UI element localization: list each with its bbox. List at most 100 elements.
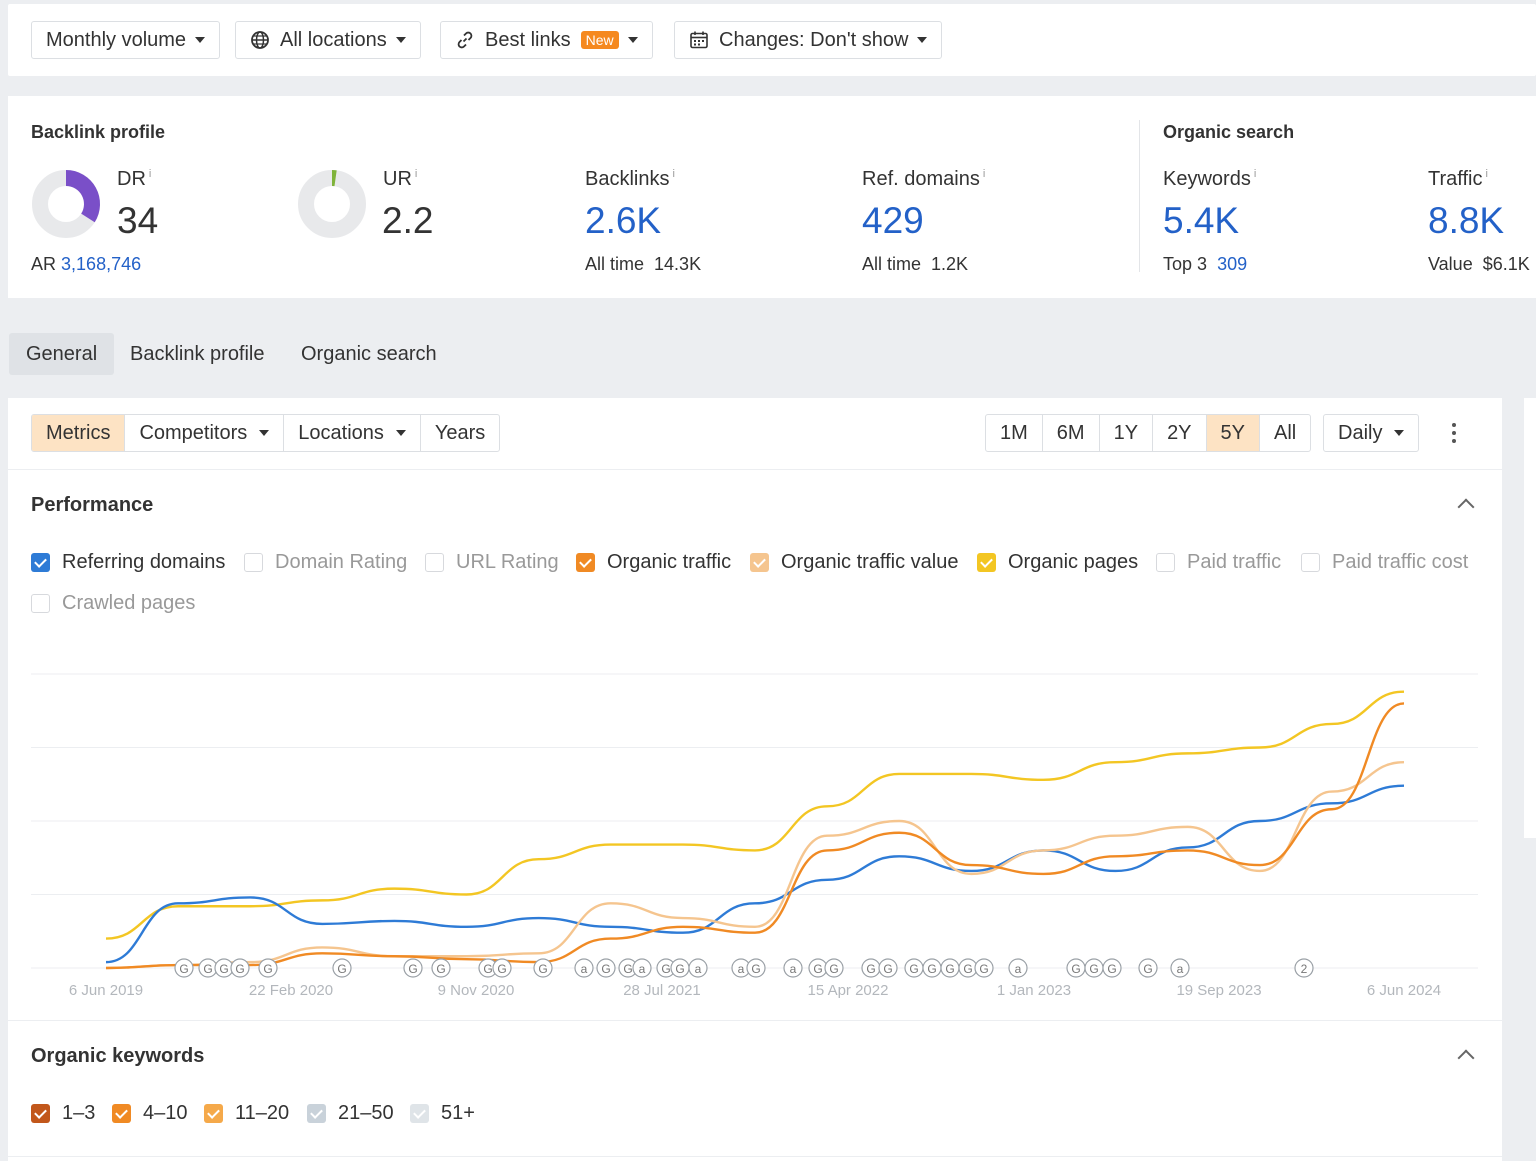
annotation-marker[interactable]: G: [258, 958, 278, 978]
volume-dropdown[interactable]: Monthly volume: [31, 21, 221, 59]
metric-crawled-pages[interactable]: Crawled pages: [31, 592, 195, 615]
x-tick-label: 22 Feb 2020: [249, 982, 333, 999]
range-2y-button[interactable]: 2Y: [1152, 415, 1205, 451]
checkbox[interactable]: [410, 1104, 429, 1123]
ref-domains-value[interactable]: 429: [862, 200, 924, 241]
competitors-dropdown[interactable]: Competitors: [124, 415, 283, 451]
annotation-marker[interactable]: G: [746, 958, 766, 978]
metric-referring-domains[interactable]: Referring domains: [31, 551, 225, 574]
more-options-icon[interactable]: [1451, 423, 1457, 443]
checkbox[interactable]: [31, 553, 50, 572]
metric-domain-rating[interactable]: Domain Rating: [244, 551, 407, 574]
tab-backlink-profile[interactable]: Backlink profile: [130, 342, 265, 365]
checkbox[interactable]: [425, 553, 444, 572]
annotation-marker[interactable]: G: [808, 958, 828, 978]
annotation-marker[interactable]: G: [403, 958, 423, 978]
range-6m-button[interactable]: 6M: [1041, 415, 1099, 451]
annotation-marker[interactable]: 2: [1294, 958, 1314, 978]
chevron-down-icon: [627, 37, 638, 43]
info-icon[interactable]: i: [148, 168, 152, 181]
ar-value[interactable]: 3,168,746: [61, 254, 142, 274]
annotation-marker[interactable]: G: [533, 958, 553, 978]
range-1y-button[interactable]: 1Y: [1098, 415, 1152, 451]
chevron-up-icon[interactable]: [1457, 1049, 1475, 1067]
range-1m-button[interactable]: 1M: [1000, 421, 1028, 444]
traffic-value[interactable]: 8.8K: [1428, 200, 1505, 241]
annotation-marker[interactable]: G: [230, 958, 250, 978]
annotation-marker[interactable]: G: [670, 958, 690, 978]
annotation-marker[interactable]: a: [783, 958, 803, 978]
checkbox[interactable]: [31, 594, 50, 613]
ref-domains-all-time: All time 1.2K: [862, 254, 969, 274]
backlinks-value[interactable]: 2.6K: [585, 200, 662, 241]
changes-dropdown[interactable]: Changes: Don't show: [674, 21, 943, 59]
annotation-marker[interactable]: G: [1084, 958, 1104, 978]
checkbox[interactable]: [977, 553, 996, 572]
metrics-button[interactable]: Metrics: [32, 415, 125, 451]
checkbox[interactable]: [244, 553, 263, 572]
keyword-range-4-10[interactable]: 4–10: [112, 1102, 188, 1125]
keyword-range-21-50[interactable]: 21–50: [307, 1102, 394, 1125]
annotation-marker[interactable]: G: [1102, 958, 1122, 978]
metric-paid-traffic[interactable]: Paid traffic: [1156, 551, 1281, 574]
tab-general[interactable]: General: [9, 333, 115, 375]
annotation-marker[interactable]: a: [1008, 958, 1028, 978]
annotation-marker[interactable]: G: [1066, 958, 1086, 978]
checkbox[interactable]: [307, 1104, 326, 1123]
annotation-marker[interactable]: a: [688, 958, 708, 978]
tab-organic-search[interactable]: Organic search: [301, 342, 437, 365]
interval-dropdown[interactable]: Daily: [1323, 414, 1420, 452]
locations-mode-dropdown[interactable]: Locations: [283, 415, 420, 451]
checkbox[interactable]: [31, 1104, 50, 1123]
info-icon[interactable]: i: [982, 168, 986, 181]
annotation-marker[interactable]: G: [824, 958, 844, 978]
best-links-dropdown[interactable]: Best links New: [440, 21, 653, 59]
svg-text:G: G: [945, 962, 954, 976]
annotation-marker[interactable]: G: [174, 958, 194, 978]
checkbox[interactable]: [204, 1104, 223, 1123]
annotation-marker[interactable]: G: [1138, 958, 1158, 978]
annotation-marker[interactable]: G: [878, 958, 898, 978]
metric-organic-traffic-value[interactable]: Organic traffic value: [750, 551, 959, 574]
metric-organic-traffic[interactable]: Organic traffic: [576, 551, 731, 574]
info-icon[interactable]: i: [1253, 168, 1257, 181]
metric-url-rating[interactable]: URL Rating: [425, 551, 559, 574]
annotation-marker[interactable]: G: [431, 958, 451, 978]
range-5y-button[interactable]: 5Y: [1205, 415, 1259, 451]
metric-organic-pages[interactable]: Organic pages: [977, 551, 1138, 574]
annotation-marker[interactable]: G: [214, 958, 234, 978]
annotation-marker[interactable]: G: [940, 958, 960, 978]
keywords-value[interactable]: 5.4K: [1163, 200, 1240, 241]
annotation-marker[interactable]: a: [574, 958, 594, 978]
keyword-range-51-plus[interactable]: 51+: [410, 1102, 475, 1125]
range-all-button[interactable]: All: [1259, 415, 1310, 451]
keyword-range-11-20[interactable]: 11–20: [204, 1102, 289, 1125]
annotation-marker[interactable]: G: [596, 958, 616, 978]
annotation-marker[interactable]: G: [974, 958, 994, 978]
metric-paid-traffic-cost[interactable]: Paid traffic cost: [1301, 551, 1468, 574]
svg-text:a: a: [1177, 962, 1184, 976]
annotation-marker[interactable]: a: [632, 958, 652, 978]
checkbox[interactable]: [1301, 553, 1320, 572]
annotation-marker[interactable]: G: [492, 958, 512, 978]
annotation-marker[interactable]: G: [958, 958, 978, 978]
dr-arc: [65, 170, 100, 223]
annotation-marker[interactable]: G: [198, 958, 218, 978]
annotation-marker[interactable]: G: [904, 958, 924, 978]
annotation-marker[interactable]: a: [1170, 958, 1190, 978]
checkbox[interactable]: [1156, 553, 1175, 572]
info-icon[interactable]: i: [1485, 168, 1488, 181]
checkbox[interactable]: [576, 553, 595, 572]
info-icon[interactable]: i: [672, 168, 675, 181]
years-button[interactable]: Years: [419, 415, 499, 451]
keyword-range-1-3[interactable]: 1–3: [31, 1102, 95, 1125]
annotation-marker[interactable]: G: [332, 958, 352, 978]
chevron-up-icon[interactable]: [1457, 498, 1475, 516]
checkbox[interactable]: [750, 553, 769, 572]
locations-dropdown[interactable]: All locations: [235, 21, 421, 59]
annotation-marker[interactable]: G: [922, 958, 942, 978]
info-icon[interactable]: i: [414, 168, 418, 181]
x-tick-label: 1 Jan 2023: [997, 982, 1071, 999]
checkbox[interactable]: [112, 1104, 131, 1123]
annotation-marker[interactable]: G: [861, 958, 881, 978]
